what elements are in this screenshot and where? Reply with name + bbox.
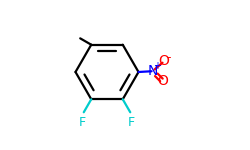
Text: O: O <box>158 54 170 69</box>
Text: F: F <box>128 116 134 129</box>
Text: O: O <box>158 74 168 88</box>
Text: F: F <box>78 116 86 129</box>
Text: N: N <box>148 64 158 78</box>
Text: +: + <box>153 61 161 71</box>
Text: -: - <box>166 51 171 64</box>
